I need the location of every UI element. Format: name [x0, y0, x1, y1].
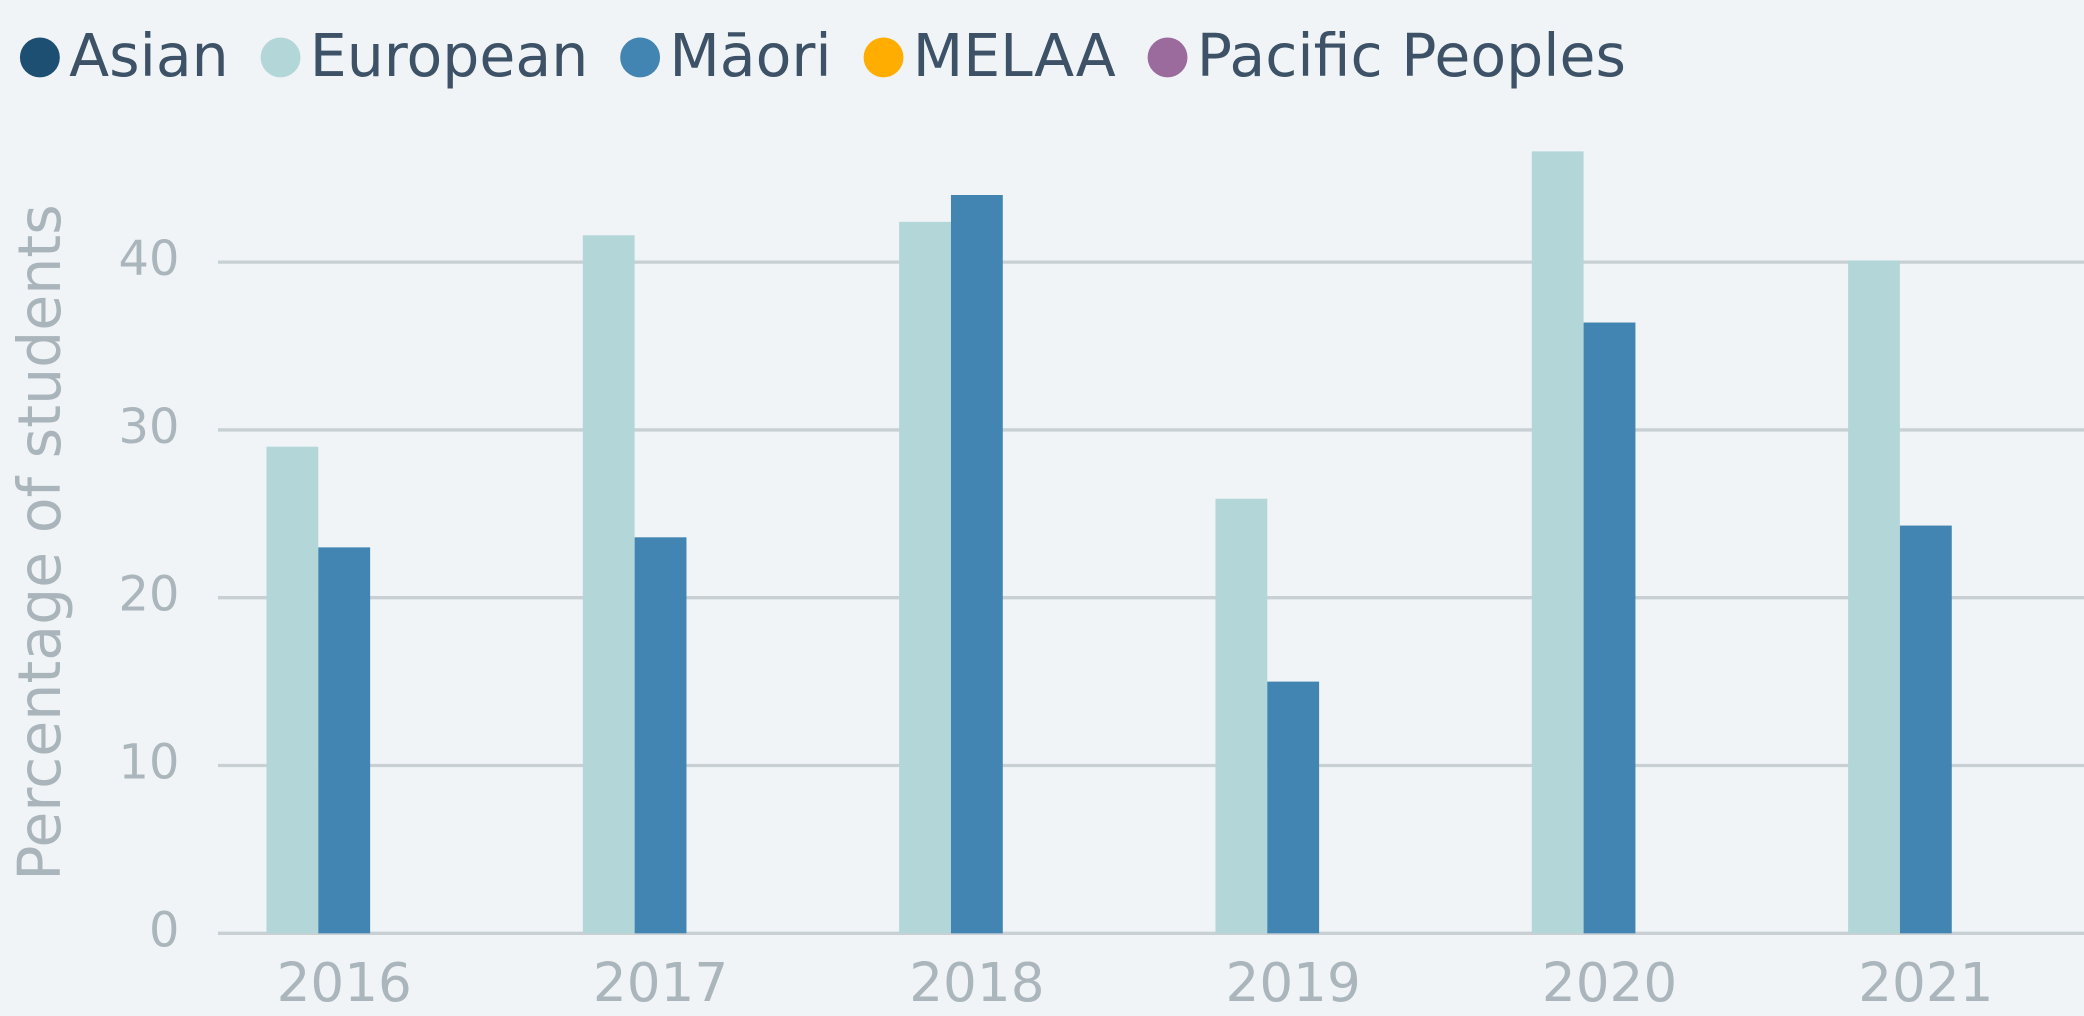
bar — [1899, 525, 1952, 934]
y-tick-label: 20 — [119, 568, 180, 623]
x-tick-label: 2021 — [1858, 952, 1993, 1014]
legend-marker — [863, 37, 904, 78]
x-tick-label: 2016 — [277, 952, 412, 1014]
bar — [318, 547, 371, 934]
bar — [1531, 151, 1584, 934]
x-tick-label: 2017 — [593, 952, 728, 1014]
bar — [899, 221, 951, 934]
bar — [634, 537, 687, 934]
legend-label: Pacific Peoples — [1197, 22, 1626, 90]
y-tick-label: 30 — [119, 400, 180, 455]
bar — [266, 446, 319, 934]
y-tick-label: 40 — [119, 232, 180, 287]
x-tick-label: 2019 — [1226, 952, 1361, 1014]
x-tick-label: 2020 — [1542, 952, 1677, 1014]
y-axis-label: Percentage of students — [6, 204, 74, 880]
bar — [582, 235, 635, 934]
legend-label: MELAA — [913, 22, 1116, 90]
legend-label: European — [310, 22, 589, 90]
y-tick-label: 10 — [119, 736, 180, 791]
y-tick-label: 0 — [149, 903, 179, 958]
legend-marker — [19, 37, 60, 78]
bar — [1848, 260, 1900, 934]
legend-marker — [620, 37, 661, 78]
x-tick-label: 2018 — [909, 952, 1044, 1014]
legend-label: Asian — [69, 22, 229, 90]
legend-marker — [260, 37, 301, 78]
bar — [950, 195, 1003, 934]
bar — [1215, 498, 1268, 934]
legend-label: Māori — [669, 22, 831, 90]
bar — [1583, 322, 1636, 934]
legend-marker — [1147, 37, 1188, 78]
bar — [1267, 681, 1320, 934]
